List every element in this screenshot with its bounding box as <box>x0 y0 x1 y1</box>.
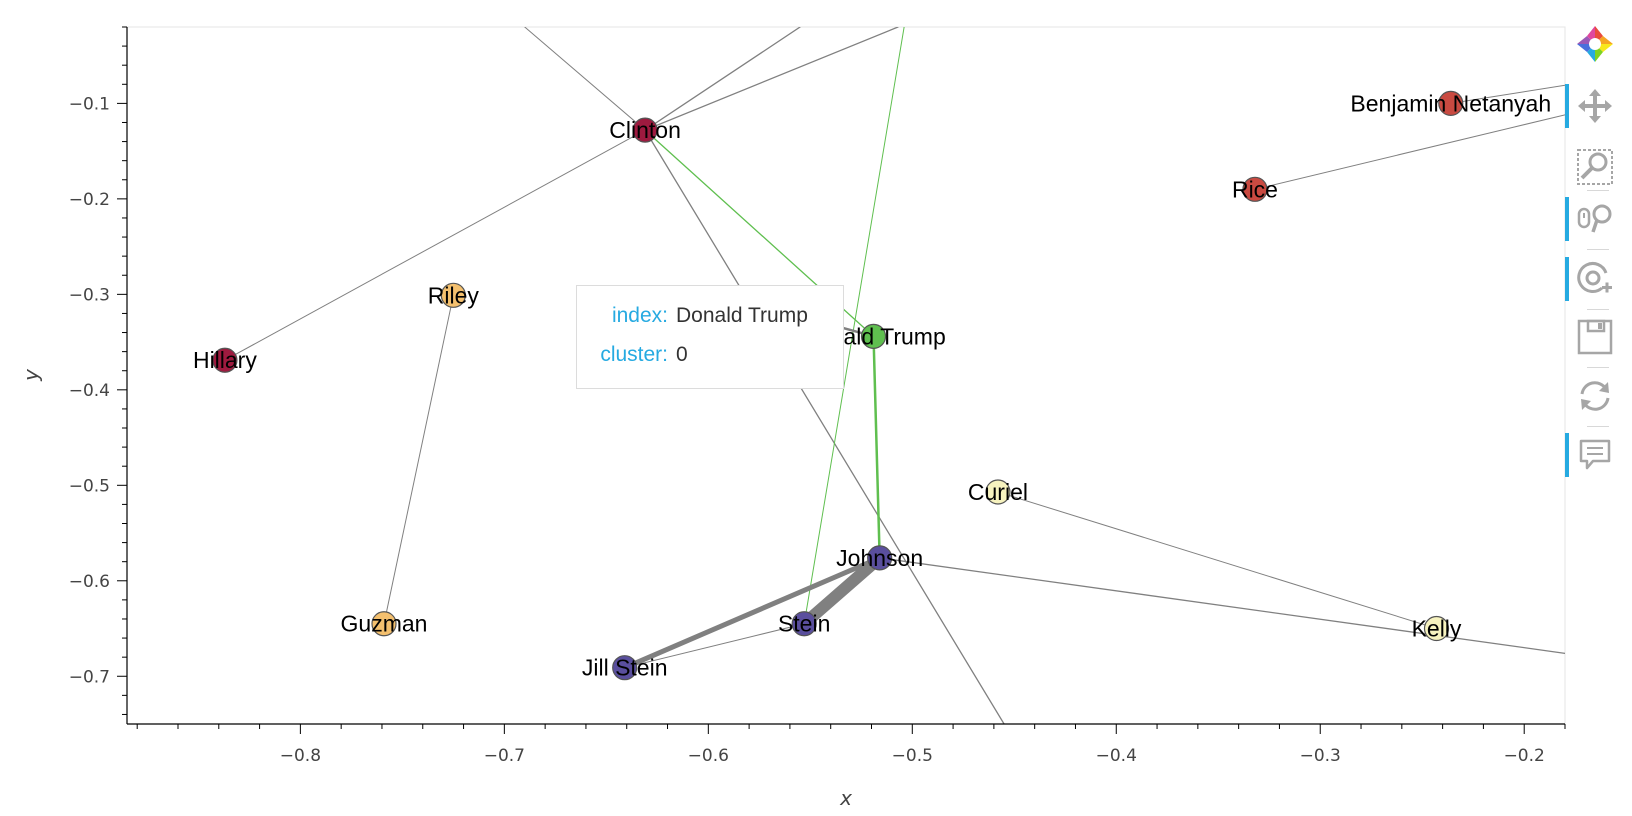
node-label-stein: Stein <box>778 611 830 637</box>
hover-tooltip: index: Donald Trump cluster: 0 <box>576 285 844 389</box>
x-axis-label: x <box>839 786 852 810</box>
tooltip-cluster-value: 0 <box>676 343 688 366</box>
edge-riley-guzman <box>383 294 454 625</box>
node-donald-trump[interactable] <box>860 323 887 349</box>
x-tick-label: −0.5 <box>892 746 933 766</box>
node-guzman[interactable] <box>371 611 397 637</box>
node-jill-stein[interactable] <box>612 655 638 681</box>
zoom-in-tool[interactable] <box>1565 257 1625 301</box>
edge-clinton-offscreen-3 <box>644 27 899 131</box>
box-zoom-tool[interactable] <box>1565 145 1625 189</box>
x-axis: −0.8 −0.7 −0.6 −0.5 −0.4 −0.3 −0.2 <box>127 723 1566 766</box>
node-rice[interactable] <box>1242 176 1268 202</box>
edge-rice-offscreen-15 <box>1254 114 1565 190</box>
node-label-hillary: Hillary <box>193 347 257 373</box>
pan-icon <box>1578 89 1612 123</box>
edge-clinton-offscreen-1 <box>524 27 646 131</box>
x-tick-label: −0.4 <box>1096 746 1137 766</box>
node-label-curiel: Curiel <box>968 479 1028 505</box>
edge-johnson-jill-stein <box>622 555 883 671</box>
wheel-zoom-icon <box>1577 204 1612 233</box>
node-label-clinton: Clinton <box>609 117 681 143</box>
node-label-rice: Rice <box>1232 176 1278 202</box>
node-label-jill-stein: Jill Stein <box>582 655 668 681</box>
bokeh-logo-icon <box>1577 26 1613 62</box>
y-tick-label: −0.5 <box>69 476 110 496</box>
node-kelly[interactable] <box>1423 615 1450 642</box>
pan-active-indicator <box>1565 84 1569 128</box>
reset-tool[interactable] <box>1565 374 1625 418</box>
edge-johnson-offscreen-12 <box>879 557 1565 654</box>
save-icon <box>1577 319 1613 355</box>
hover-active-indicator <box>1565 433 1569 477</box>
zoom-in-active-indicator <box>1565 257 1569 301</box>
reset-icon <box>1580 381 1610 411</box>
x-tick-label: −0.2 <box>1504 746 1545 766</box>
reset-active-indicator <box>1565 374 1569 418</box>
wheel-zoom-active-indicator <box>1565 197 1569 241</box>
node-label-guzman: Guzman <box>341 611 428 637</box>
edge-donald-trump-johnson <box>872 335 881 560</box>
tooltip-cluster-key: cluster: <box>600 343 668 366</box>
box-zoom-icon <box>1577 149 1613 185</box>
x-tick-label: −0.3 <box>1300 746 1341 766</box>
edge-curiel-kelly <box>997 491 1437 630</box>
node-stein[interactable] <box>791 611 817 637</box>
y-tick-label: −0.6 <box>69 572 110 592</box>
y-tick-label: −0.7 <box>69 667 110 687</box>
y-tick-label: −0.4 <box>69 381 110 401</box>
hover-tool[interactable] <box>1565 433 1625 477</box>
x-tick-label: −0.8 <box>280 746 321 766</box>
edge-johnson-stein <box>798 551 886 630</box>
y-axis: −0.1 −0.2 −0.3 −0.4 −0.5 −0.6 −0.7 <box>69 26 128 724</box>
y-tick-label: −0.3 <box>69 285 110 305</box>
box-zoom-active-indicator <box>1565 145 1569 189</box>
node-label-riley: Riley <box>428 282 480 308</box>
node-label-benjamin-netanyahu: Benjamin Netanyah <box>1350 90 1551 116</box>
nodes-layer <box>212 90 1464 681</box>
wheel-zoom-tool[interactable] <box>1565 197 1625 241</box>
node-johnson[interactable] <box>867 545 893 571</box>
node-label-kelly: Kelly <box>1412 616 1462 642</box>
edge-clinton-offscreen-4 <box>644 129 1005 724</box>
y-tick-label: −0.1 <box>69 94 110 114</box>
node-clinton[interactable] <box>632 117 658 143</box>
bokeh-logo[interactable] <box>1565 22 1625 66</box>
node-label-johnson: Johnson <box>836 545 923 571</box>
x-tick-label: −0.6 <box>688 746 729 766</box>
node-hillary[interactable] <box>212 347 238 373</box>
node-riley[interactable] <box>440 282 466 308</box>
edge-benjamin-netanyahu-offscreen-16 <box>1450 84 1565 104</box>
save-tool[interactable] <box>1565 315 1625 359</box>
node-curiel[interactable] <box>985 479 1011 505</box>
tooltip-index-value: Donald Trump <box>676 304 808 327</box>
node-benjamin-netanyahu[interactable] <box>1438 90 1464 116</box>
y-tick-label: −0.2 <box>69 190 110 210</box>
y-axis-label: y <box>19 368 43 382</box>
edge-clinton-offscreen-2 <box>644 27 801 131</box>
save-active-indicator <box>1565 315 1569 359</box>
tooltip-index-key: index: <box>611 304 668 327</box>
x-tick-label: −0.7 <box>484 746 525 766</box>
pan-tool[interactable] <box>1565 84 1625 128</box>
zoom-in-icon <box>1577 262 1612 293</box>
labels-layer: Clinton Benjamin Netanyah Rice Riley Hillary… <box>193 90 1551 680</box>
edge-hillary-clinton <box>224 129 646 361</box>
edge-stein-offscreen-7 <box>803 27 905 625</box>
plot-toolbar <box>1565 22 1625 522</box>
hover-icon <box>1579 439 1611 470</box>
edge-jill-stein-stein <box>624 623 805 669</box>
